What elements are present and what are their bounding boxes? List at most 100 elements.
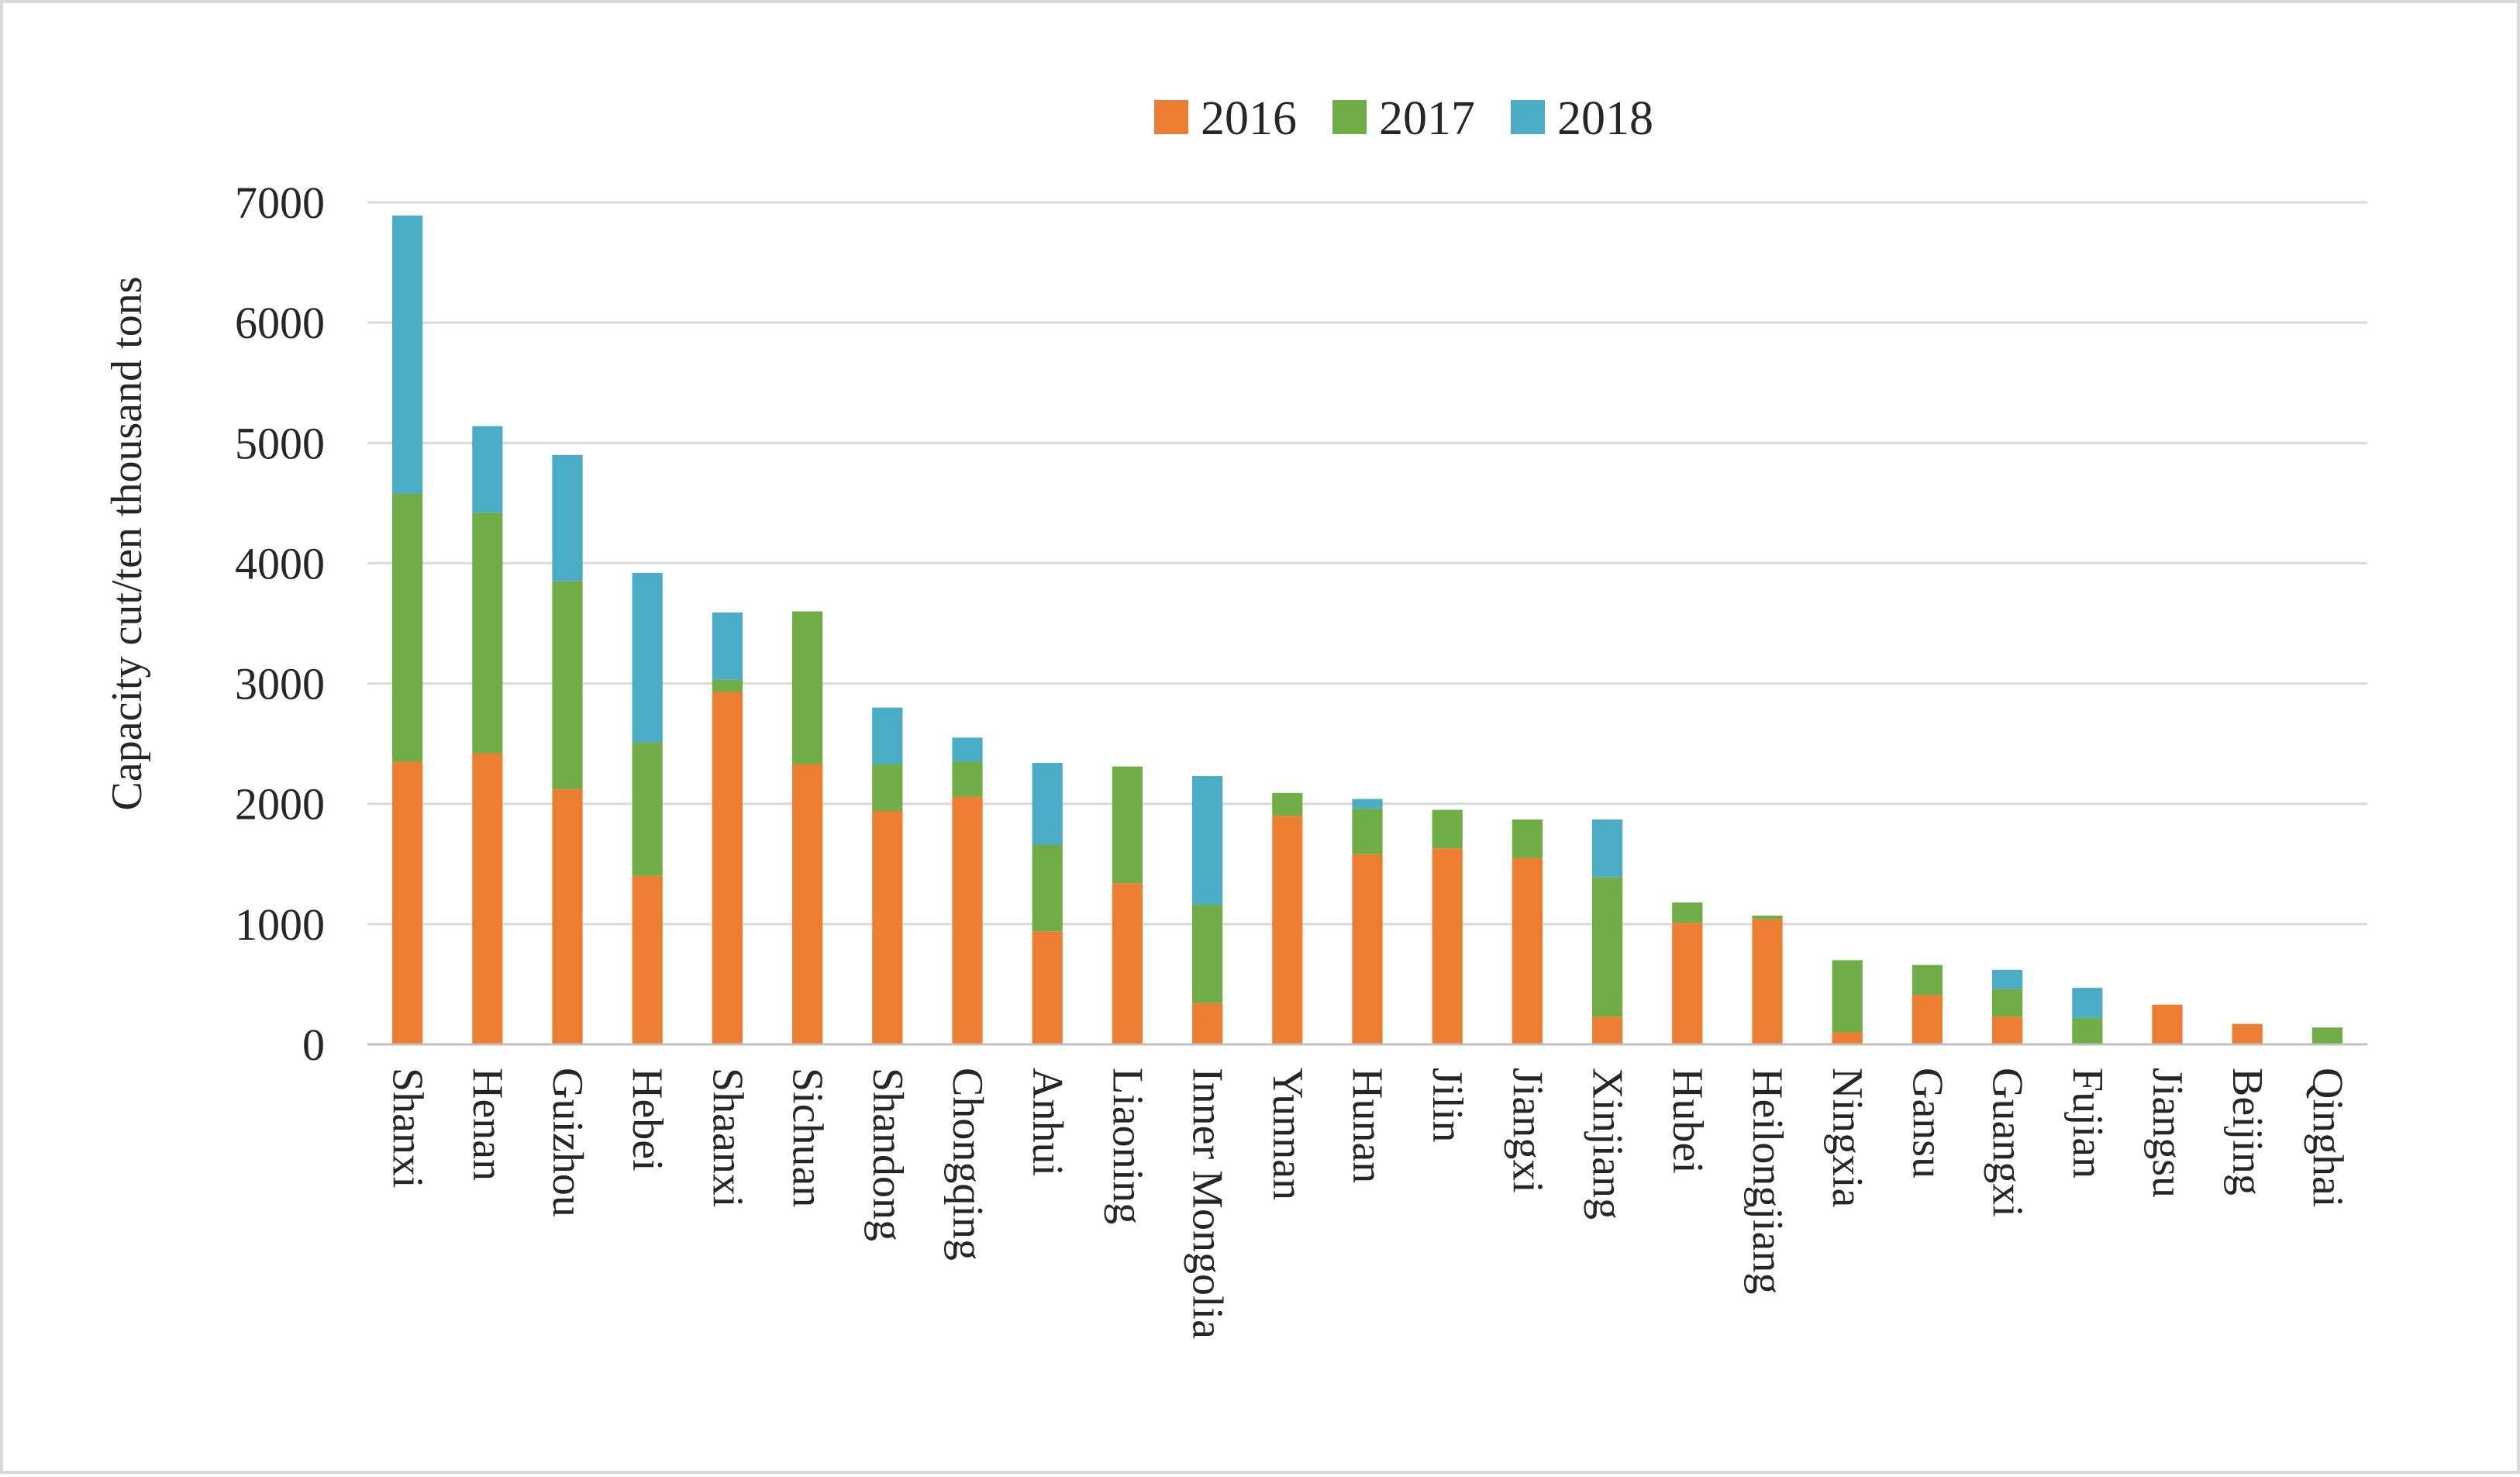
x-category-label: Liaoning — [1103, 1068, 1151, 1224]
legend-swatch-2016 — [1154, 100, 1188, 134]
bar-2017-jiangxi — [1512, 819, 1543, 858]
bar-2016-yunnan — [1272, 816, 1303, 1044]
x-category-label: Anhui — [1023, 1068, 1071, 1176]
legend-swatch-2018 — [1511, 100, 1545, 134]
x-category-label: Qinghai — [2303, 1068, 2351, 1207]
bar-2017-fujian — [2072, 1017, 2103, 1044]
bar-2016-beijing — [2232, 1023, 2263, 1044]
legend-swatch-2017 — [1332, 100, 1367, 134]
bar-2017-shaanxi — [712, 679, 743, 692]
y-tick-label: 7000 — [235, 178, 325, 228]
x-category-label: Gansu — [1903, 1068, 1951, 1178]
x-category-label: Jilin — [1423, 1068, 1471, 1142]
bar-2016-jilin — [1432, 848, 1463, 1044]
x-category-label: Yunnan — [1263, 1068, 1312, 1200]
legend-label: 2016 — [1201, 92, 1297, 145]
x-category-label: Shanxi — [384, 1068, 432, 1189]
bar-2018-anhui — [1032, 762, 1063, 845]
bar-2016-jiangsu — [2152, 1004, 2183, 1044]
bar-2017-gansu — [1912, 965, 1943, 996]
legend-label: 2018 — [1557, 92, 1653, 145]
bar-2017-chongqing — [952, 761, 983, 797]
y-tick-label: 6000 — [235, 298, 325, 348]
bar-2017-sichuan — [791, 611, 823, 764]
y-tick-label: 1000 — [235, 899, 325, 950]
x-category-label: Hunan — [1343, 1068, 1391, 1183]
bar-2016-ningxia — [1832, 1032, 1863, 1044]
bar-2017-hubei — [1672, 902, 1703, 923]
bar-2016-sichuan — [791, 764, 823, 1044]
bar-2016-anhui — [1032, 931, 1063, 1044]
y-tick-label: 0 — [302, 1020, 325, 1070]
bar-2018-hebei — [632, 572, 663, 743]
bar-2018-inner-mongolia — [1191, 776, 1223, 906]
y-axis-title: Capacity cut/ten thousand tons — [103, 277, 151, 811]
x-category-label: Shandong — [864, 1068, 912, 1241]
bar-2017-guangxi — [1991, 989, 2023, 1017]
bar-2017-anhui — [1032, 844, 1063, 932]
bar-2017-shandong — [872, 764, 903, 812]
y-axis-ticks: 0 1000 2000 3000 4000 5000 6000 7000 — [235, 178, 325, 1070]
legend: 2016 2017 2018 — [1154, 92, 1653, 145]
x-category-label: Chongqing — [943, 1068, 991, 1261]
bar-2016-inner-mongolia — [1191, 1003, 1223, 1044]
bar-2016-hebei — [632, 875, 663, 1044]
bar-2018-hunan — [1352, 799, 1383, 809]
bar-2016-hunan — [1352, 854, 1383, 1044]
x-category-label: Hebei — [623, 1068, 671, 1172]
x-category-label: Sichuan — [784, 1068, 832, 1207]
x-category-label: Fujian — [2063, 1068, 2111, 1178]
bar-2018-guangxi — [1991, 969, 2023, 989]
bar-2016-gansu — [1912, 995, 1943, 1044]
bar-2018-shaanxi — [712, 613, 743, 680]
bar-2017-yunnan — [1272, 792, 1303, 816]
bars — [391, 216, 2343, 1044]
bar-2016-chongqing — [952, 796, 983, 1044]
y-tick-label: 2000 — [235, 779, 325, 830]
bar-2017-inner-mongolia — [1191, 905, 1223, 1004]
bar-2016-jiangxi — [1512, 858, 1543, 1044]
bar-2018-guizhou — [552, 454, 583, 581]
x-category-label: Inner Mongolia — [1184, 1068, 1232, 1339]
bar-2018-chongqing — [952, 737, 983, 762]
x-category-label: Guangxi — [1984, 1068, 2032, 1217]
stacked-bar-chart: 0 1000 2000 3000 4000 5000 6000 7000 Shanxi Hena… — [103, 92, 2367, 1339]
x-category-label: Xinjiang — [1584, 1068, 1632, 1220]
y-tick-label: 3000 — [235, 659, 325, 709]
bar-2016-guangxi — [1991, 1016, 2023, 1044]
bar-2017-hebei — [632, 742, 663, 876]
bar-2017-ningxia — [1832, 960, 1863, 1033]
bar-2018-henan — [472, 426, 503, 513]
x-category-label: Henan — [464, 1068, 512, 1181]
bar-2017-jilin — [1432, 809, 1463, 849]
x-category-label: Jiangxi — [1503, 1068, 1551, 1193]
x-axis-category-labels: Shanxi Henan Guizhou Hebei Shaanxi Sichuan Sha… — [384, 1068, 2352, 1339]
bar-2018-xinjiang — [1591, 819, 1623, 878]
bar-2016-guizhou — [552, 789, 583, 1044]
x-category-label: Jiangsu — [2143, 1068, 2191, 1198]
bar-2016-xinjiang — [1591, 1016, 1623, 1044]
x-category-label: Hubei — [1663, 1068, 1712, 1174]
bar-2016-heilongjiang — [1752, 919, 1783, 1044]
x-category-label: Guizhou — [543, 1068, 591, 1217]
bar-2017-xinjiang — [1591, 877, 1623, 1017]
bar-2017-henan — [472, 512, 503, 754]
bar-2018-shandong — [872, 707, 903, 764]
bar-2016-hubei — [1672, 923, 1703, 1044]
x-category-label: Beijing — [2223, 1068, 2271, 1196]
bar-2017-heilongjiang — [1752, 915, 1783, 920]
y-tick-label: 4000 — [235, 538, 325, 588]
legend-label: 2017 — [1379, 92, 1475, 145]
bar-2017-hunan — [1352, 808, 1383, 854]
y-tick-label: 5000 — [235, 418, 325, 468]
bar-2016-shandong — [872, 811, 903, 1044]
bar-2016-shaanxi — [712, 692, 743, 1044]
bar-2016-liaoning — [1112, 883, 1143, 1044]
bar-2017-qinghai — [2311, 1027, 2343, 1044]
bar-2017-shanxi — [391, 493, 423, 762]
bar-2016-henan — [472, 753, 503, 1044]
bar-2018-shanxi — [391, 216, 423, 494]
bar-2016-shanxi — [391, 761, 423, 1044]
x-category-label: Shaanxi — [703, 1068, 751, 1207]
